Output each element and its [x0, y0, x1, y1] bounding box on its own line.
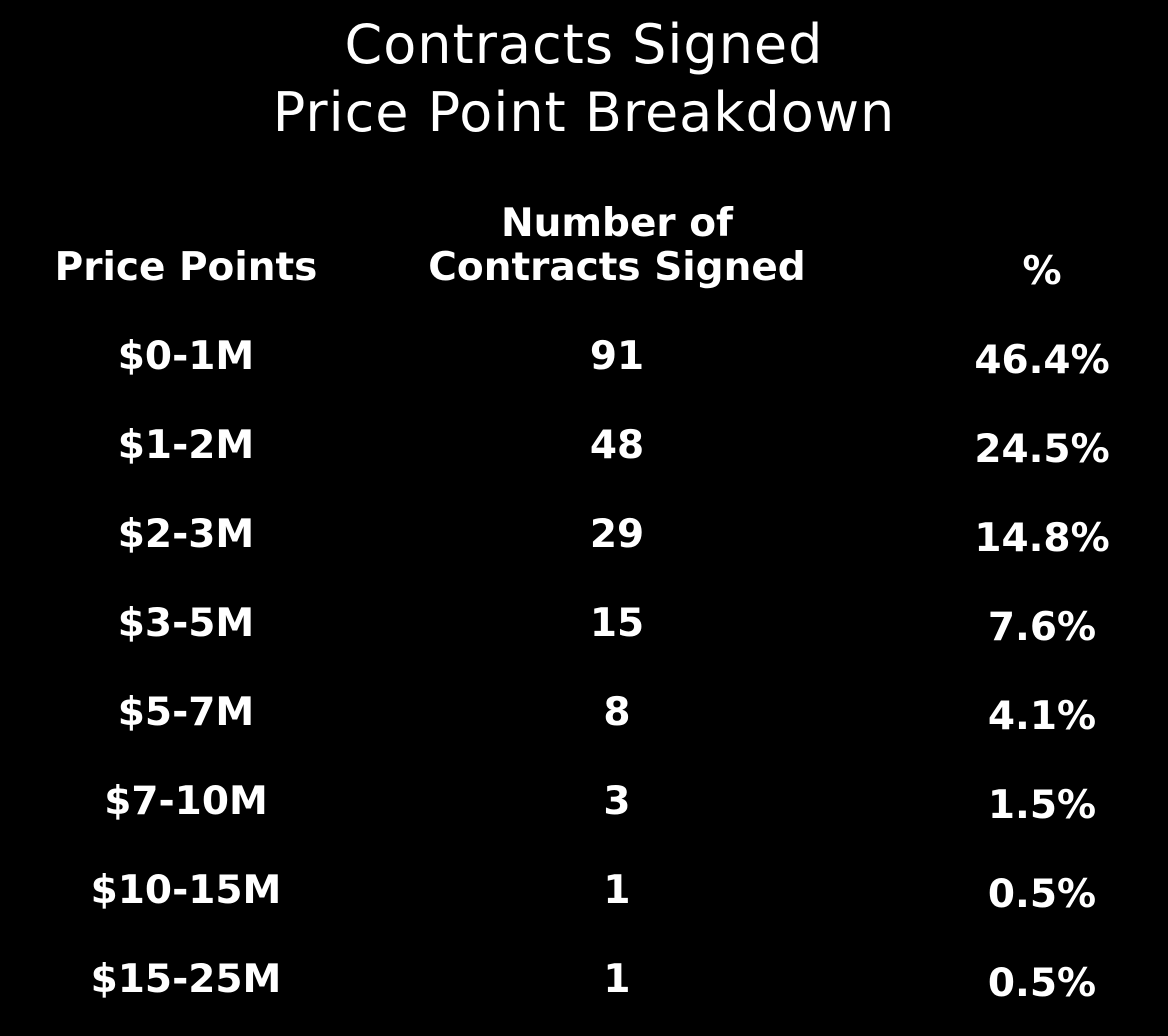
table-cell: 15: [589, 601, 645, 646]
table-cell: $10-15M: [90, 868, 282, 913]
table-cell: 29: [589, 512, 645, 557]
table-cell: $1-2M: [117, 423, 255, 468]
table-cell: $3-5M: [117, 601, 255, 646]
table-cell: 1: [603, 868, 631, 913]
table-cell: 3: [603, 779, 631, 824]
table-cell: 4.1%: [987, 694, 1097, 739]
table-cell: 7.6%: [987, 605, 1097, 650]
table-cell: $0-1M: [117, 334, 255, 379]
table-cell: 1: [603, 957, 631, 1002]
table-cell: 48: [589, 423, 645, 468]
table-cell: 8: [603, 690, 631, 735]
table-cell: 14.8%: [974, 516, 1110, 561]
table-cell: $2-3M: [117, 512, 255, 557]
table-cell: 91: [589, 334, 645, 379]
title-line: Contracts Signed: [344, 13, 824, 76]
table-cell: $7-10M: [104, 779, 268, 824]
title-line: Price Point Breakdown: [272, 81, 896, 144]
column-header: Price Points: [54, 245, 318, 290]
table-cell: 1.5%: [987, 783, 1097, 828]
table-cell: 0.5%: [987, 961, 1097, 1006]
table-cell: 46.4%: [974, 338, 1110, 383]
table-cell: $15-25M: [90, 957, 282, 1002]
table-cell: $5-7M: [117, 690, 255, 735]
column-header: Number of Contracts Signed: [428, 201, 806, 290]
table-cell: 24.5%: [974, 427, 1110, 472]
column-header: %: [1022, 249, 1062, 294]
table-cell: 0.5%: [987, 872, 1097, 917]
